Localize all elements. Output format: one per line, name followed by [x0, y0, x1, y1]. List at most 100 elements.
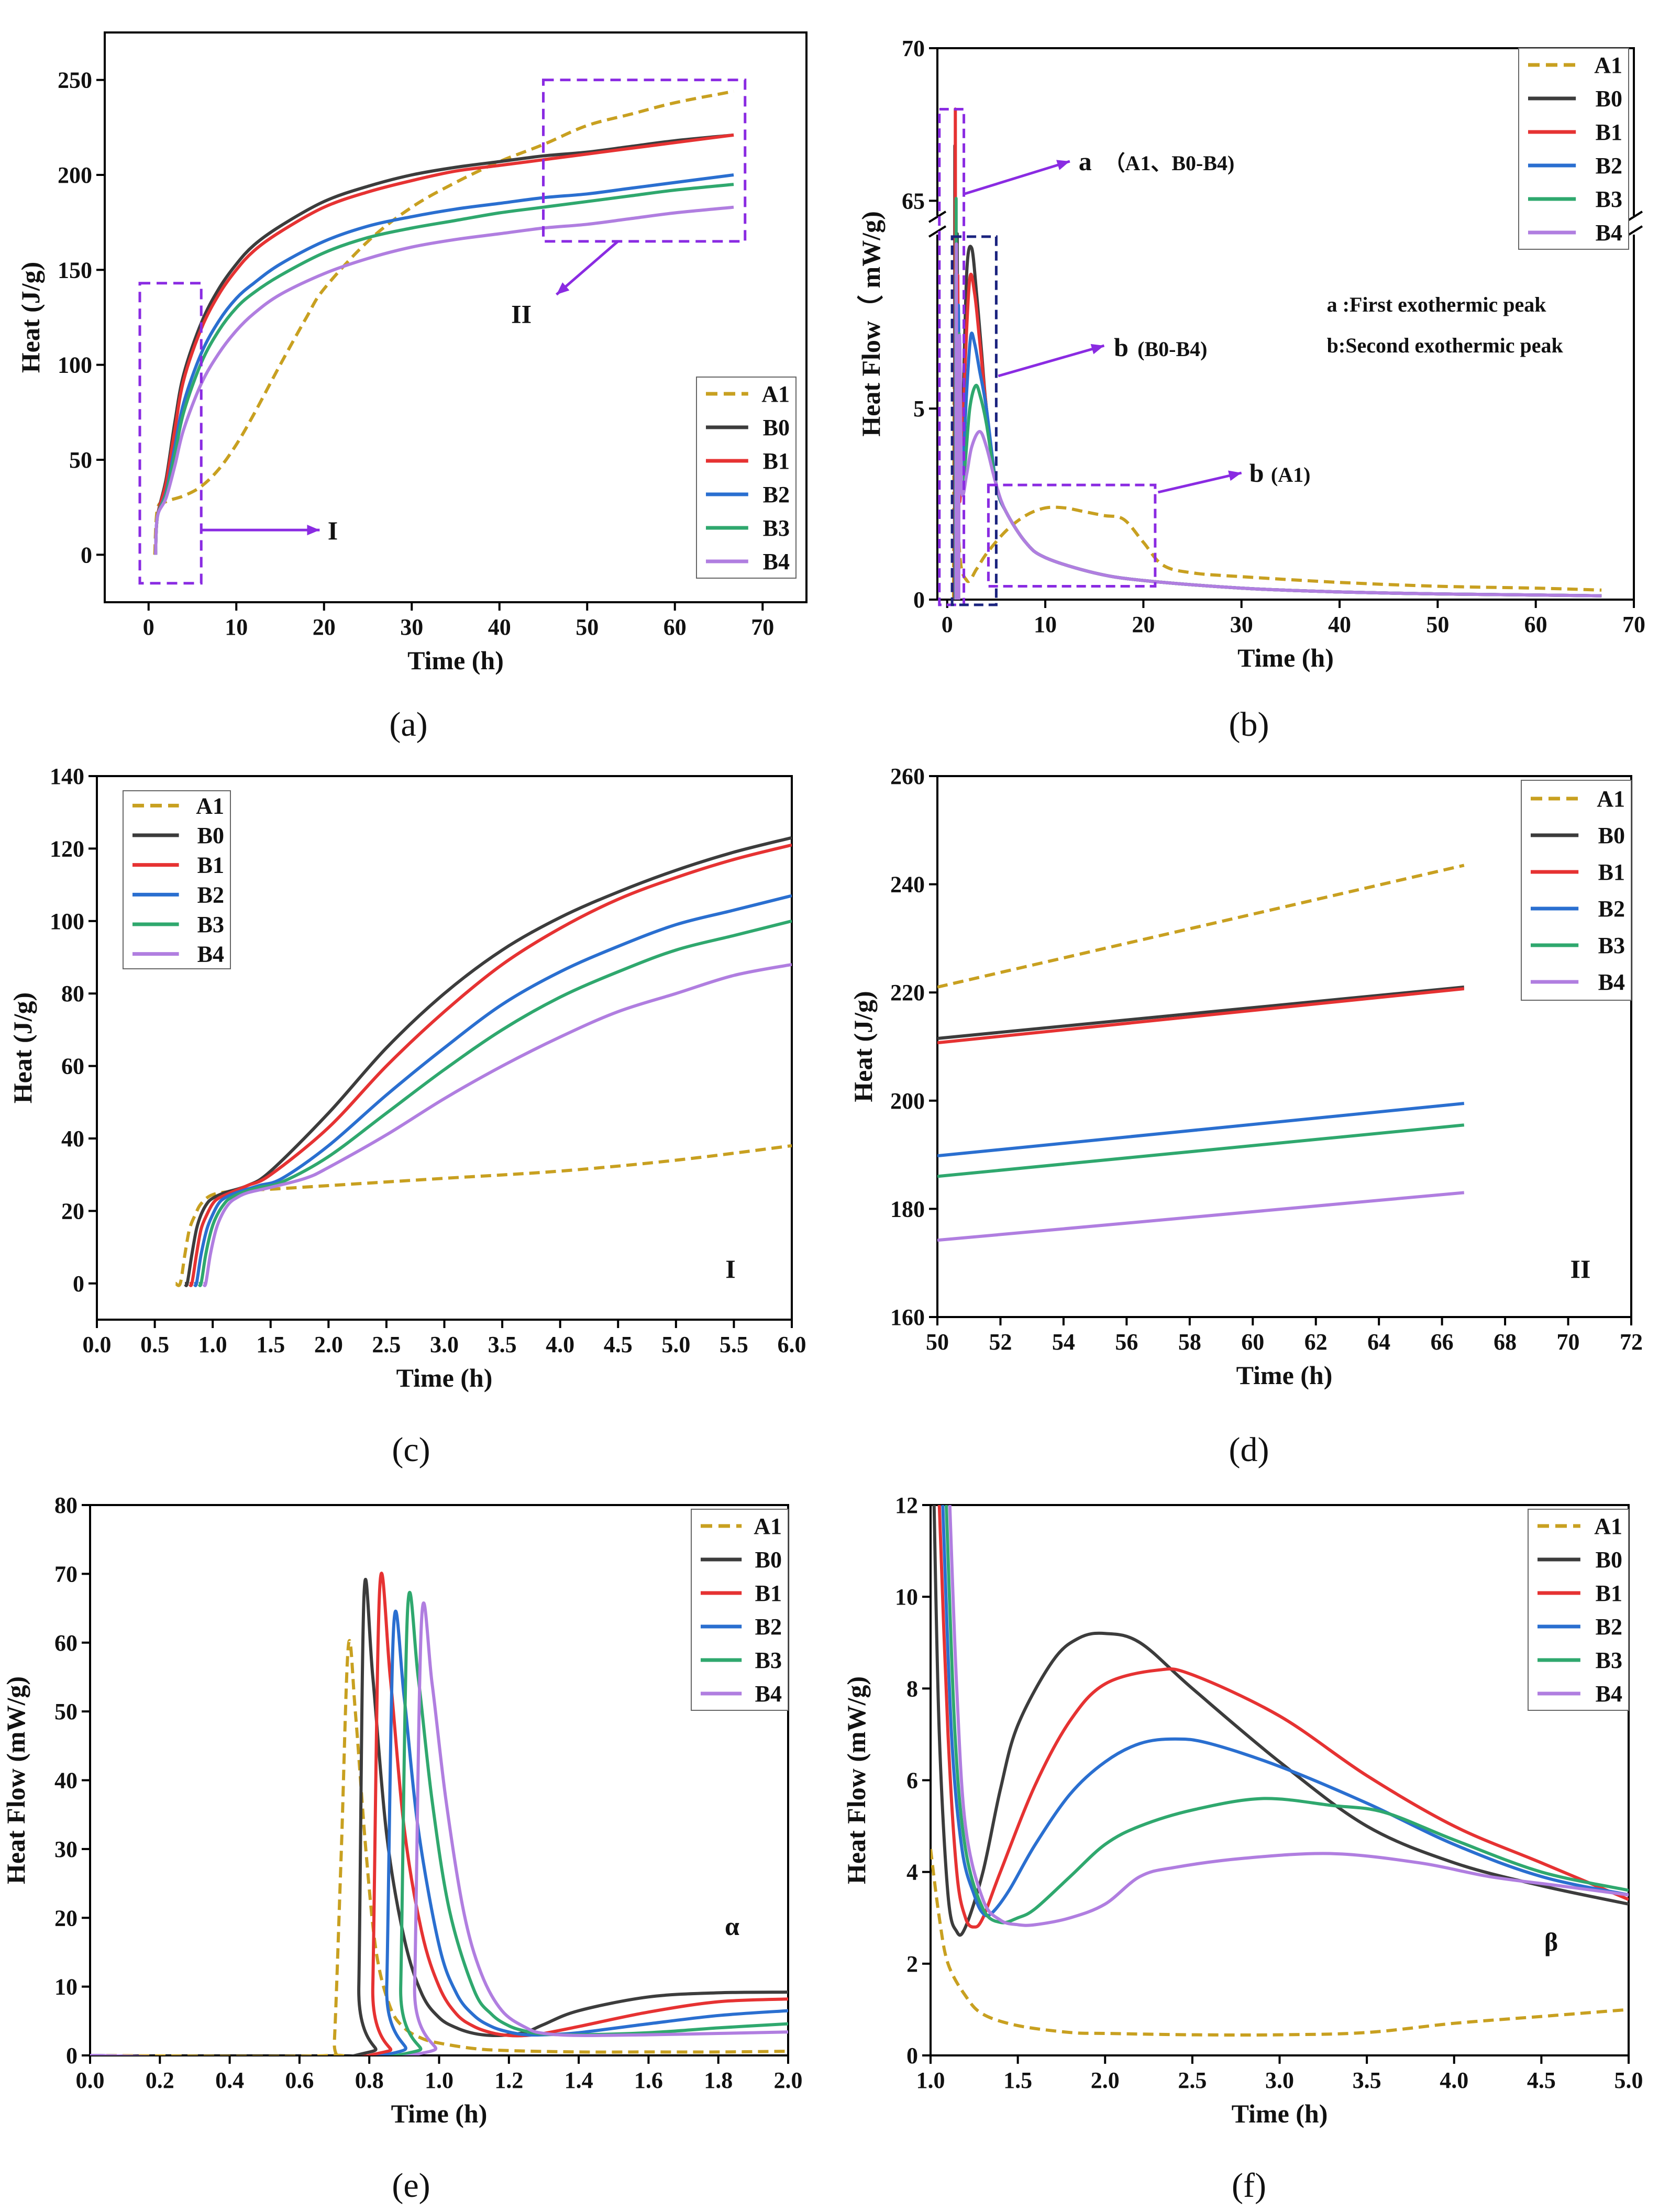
- legend-box: [1521, 780, 1632, 1001]
- legend-label-b2: B2: [197, 882, 224, 908]
- y-tick-label: 180: [890, 1196, 925, 1222]
- series-line-b2: [90, 1609, 788, 2055]
- series-line-b4: [154, 205, 734, 555]
- series-line-b0: [183, 836, 792, 1287]
- legend-label-b1: B1: [1596, 1580, 1622, 1606]
- x-tick-label: 10: [1034, 612, 1057, 637]
- y-axis-label: Heat (J/g): [16, 262, 45, 373]
- legend-label-b4: B4: [755, 1681, 782, 1707]
- arrow-head: [307, 525, 320, 536]
- chart-a: 0 10 20 30 40 50 60 70 0 50 100 150 200 250 Time (h) He…: [16, 31, 808, 744]
- series-line-b0: [937, 985, 1465, 1040]
- x-tick-label: 40: [1328, 612, 1351, 637]
- plot-frame: [936, 47, 1635, 601]
- legend-label-b2: B2: [1596, 1614, 1622, 1640]
- x-tick-label: 2.0: [774, 2067, 803, 2093]
- x-tick-label: 3.0: [430, 1332, 459, 1357]
- y-tick-label: 10: [895, 1584, 918, 1610]
- series-group: [90, 1572, 788, 2055]
- y-tick-label: 5: [913, 396, 925, 422]
- series-group: [931, 1505, 1629, 2037]
- legend-label-a1: A1: [1594, 1513, 1622, 1539]
- arrow-shaft: [998, 344, 1105, 378]
- arrow-head: [1090, 344, 1104, 355]
- x-tick-label: 60: [1241, 1329, 1264, 1355]
- annotation-b-a1-sub: (A1): [1271, 463, 1311, 486]
- series-group: [937, 864, 1465, 1242]
- legend-label-b0: B0: [763, 415, 790, 440]
- plot-frame: [936, 775, 1632, 1318]
- region-box-2: [542, 79, 747, 243]
- series-line-a1: [174, 1144, 792, 1287]
- plot-frame: [104, 31, 808, 603]
- x-tick-label: 70: [1557, 1329, 1580, 1355]
- y-tick-label: 40: [54, 1768, 78, 1794]
- y-tick-label: 2: [906, 1951, 918, 1977]
- x-tick-label: 1.5: [256, 1332, 285, 1357]
- annotation-a: a: [1079, 147, 1092, 176]
- legend-label-a1: A1: [761, 381, 790, 407]
- y-axis-label: Heat Flow (mW/g): [842, 1676, 871, 1884]
- x-tick-label: 4.5: [1527, 2067, 1556, 2093]
- panel-caption: (b): [1229, 705, 1269, 744]
- series-line-b0: [154, 133, 734, 555]
- legend-label-b0: B0: [197, 823, 224, 848]
- legend-box: [1528, 1509, 1629, 1711]
- legend-label-a1: A1: [754, 1513, 782, 1539]
- x-axis-label: Time (h): [1232, 2099, 1328, 2128]
- x-axis-label: Time (h): [1236, 1361, 1333, 1390]
- legend-label-b0: B0: [1596, 1547, 1622, 1573]
- x-tick-label: 0.6: [285, 2067, 314, 2093]
- legend-box: [1518, 48, 1629, 250]
- x-tick-label: 64: [1367, 1329, 1390, 1355]
- plot-frame: [930, 1504, 1630, 2056]
- legend-label-b2: B2: [1598, 896, 1625, 922]
- x-tick-label: 62: [1304, 1329, 1328, 1355]
- legend-label-b2: B2: [755, 1614, 782, 1640]
- x-tick-label: 0.5: [140, 1332, 169, 1357]
- legend-label-b1: B1: [197, 853, 224, 878]
- x-tick-label: 0.2: [146, 2067, 174, 2093]
- legend-label-b3: B3: [197, 912, 224, 937]
- x-tick-label: 54: [1052, 1329, 1075, 1355]
- chart-f: 1.0 1.5 2.0 2.5 3.0 3.5 4.0 4.5 5.0 0 2 4 6 8 10 12 Time…: [842, 1492, 1643, 2205]
- y-tick-label: 200: [890, 1088, 925, 1114]
- arrow-head: [1056, 160, 1070, 170]
- axis-break-mark: [928, 211, 947, 223]
- region-label: β: [1544, 1927, 1558, 1956]
- series-line-b2: [937, 1102, 1465, 1158]
- plot-frame: [89, 1504, 789, 2056]
- series-group: [174, 836, 792, 1287]
- series-line-b4: [954, 242, 1602, 600]
- y-tick-label: 8: [906, 1676, 918, 1701]
- legend-label-b4: B4: [1598, 969, 1625, 995]
- series-line-b0: [90, 1577, 788, 2055]
- legend-label-b2: B2: [763, 482, 790, 507]
- x-tick-label: 1.2: [494, 2067, 523, 2093]
- legend-label-b3: B3: [1598, 933, 1625, 958]
- series-line-b2: [154, 173, 734, 555]
- x-tick-label: 5.5: [720, 1332, 748, 1357]
- axis-break-mark: [928, 225, 947, 238]
- x-tick-label: 58: [1178, 1329, 1201, 1355]
- y-tick-label: 240: [890, 872, 925, 898]
- x-tick-label: 2.5: [1178, 2067, 1207, 2093]
- x-tick-label: 20: [1132, 612, 1155, 637]
- region-label: II: [1570, 1254, 1591, 1284]
- legend-label-b2: B2: [1596, 153, 1622, 179]
- series-line-a1: [931, 1849, 1629, 2037]
- arrow-shaft: [964, 160, 1070, 195]
- x-tick-label: 0.8: [355, 2067, 384, 2093]
- y-tick-label: 4: [906, 1860, 918, 1885]
- y-tick-label: 100: [58, 352, 92, 378]
- x-tick-label: 56: [1115, 1329, 1138, 1355]
- y-tick-label: 50: [69, 447, 92, 473]
- chart-e: 0.0 0.2 0.4 0.6 0.8 1.0 1.2 1.4 1.6 1.8 2.0 0 10 20 30…: [1, 1492, 803, 2205]
- x-tick-label: 3.5: [488, 1332, 517, 1357]
- annotation-b-sub: (B0-B4): [1137, 337, 1207, 361]
- legend-label-b1: B1: [1596, 119, 1622, 145]
- x-tick-label: 1.4: [565, 2067, 593, 2093]
- panel-caption: (d): [1229, 1431, 1269, 1469]
- x-tick-label: 0.4: [215, 2067, 244, 2093]
